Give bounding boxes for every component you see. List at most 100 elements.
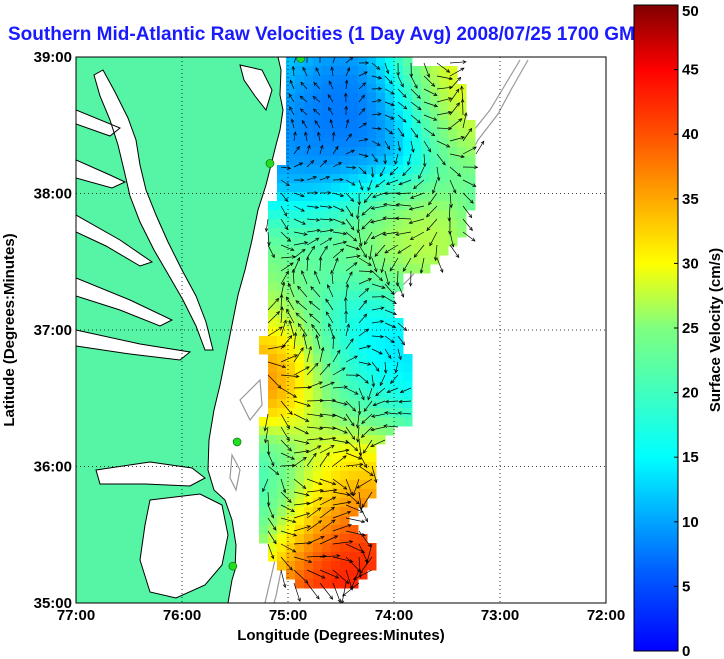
speed-cell	[313, 381, 323, 391]
speed-cell	[268, 309, 278, 319]
velocity-arrow	[267, 491, 270, 506]
velocity-arrow-head	[302, 485, 307, 490]
velocity-arrow-head	[349, 491, 354, 496]
velocity-arrow	[313, 82, 321, 90]
velocity-arrow-head	[311, 245, 315, 250]
velocity-arrow	[371, 413, 386, 417]
velocity-arrow	[306, 582, 320, 600]
velocity-arrow-head	[331, 413, 337, 418]
velocity-arrow	[280, 271, 289, 285]
speed-cell	[439, 147, 449, 157]
velocity-arrow	[306, 453, 317, 467]
velocity-arrow-head	[390, 380, 394, 384]
velocity-arrow	[449, 118, 463, 129]
y-tick-label: 36:00	[34, 459, 72, 476]
speed-cell	[385, 363, 395, 373]
speed-cell	[421, 237, 431, 247]
speed-cell	[358, 57, 368, 67]
speed-cell	[403, 363, 413, 373]
velocity-arrow	[371, 62, 380, 70]
velocity-arrow	[299, 95, 308, 103]
speed-cell	[277, 534, 287, 544]
velocity-arrow	[306, 555, 327, 558]
velocity-arrow-head	[316, 228, 321, 233]
speed-cell	[394, 102, 404, 112]
velocity-arrow-head	[326, 363, 331, 368]
velocity-arrow	[293, 192, 305, 197]
velocity-arrow-head	[359, 186, 364, 191]
velocity-arrow-head	[291, 65, 296, 70]
speed-cell	[349, 75, 359, 85]
speed-cell	[286, 543, 296, 553]
speed-cell	[277, 363, 287, 373]
speed-cell	[403, 192, 413, 202]
speed-cell	[358, 228, 368, 238]
velocity-arrow-head	[355, 246, 361, 251]
colorbar-tick-label: 35	[682, 191, 699, 208]
speed-cell	[394, 219, 404, 229]
speed-cell	[277, 219, 287, 229]
speed-cell	[394, 363, 404, 373]
speed-cell	[277, 462, 287, 472]
velocity-arrow	[397, 270, 399, 286]
velocity-arrow-head	[297, 285, 302, 290]
velocity-arrow	[295, 300, 308, 311]
speed-cell	[430, 66, 440, 76]
speed-cell	[340, 300, 350, 310]
speed-cell	[304, 570, 314, 580]
velocity-arrow-head	[341, 367, 346, 371]
velocity-arrow	[345, 413, 355, 427]
speed-cell	[385, 183, 395, 193]
speed-cell	[331, 345, 341, 355]
velocity-arrow	[423, 127, 435, 136]
speed-cell	[448, 156, 458, 166]
speed-cell	[394, 318, 404, 328]
speed-cell	[340, 435, 350, 445]
velocity-arrow	[382, 231, 399, 235]
velocity-arrow-head	[370, 443, 375, 447]
velocity-arrow-head	[286, 425, 290, 430]
speed-cell	[313, 480, 323, 490]
velocity-arrow-head	[389, 171, 394, 176]
speed-cell	[430, 129, 440, 139]
speed-cell	[331, 75, 341, 85]
speed-cell	[376, 327, 386, 337]
speed-cell	[349, 336, 359, 346]
speed-cell	[259, 498, 269, 508]
velocity-arrow	[293, 332, 297, 350]
speed-cell	[331, 183, 341, 193]
speed-cell	[448, 219, 458, 229]
velocity-arrow-head	[344, 105, 349, 110]
velocity-arrow-head	[450, 243, 455, 248]
speed-cell	[295, 309, 305, 319]
velocity-arrow	[309, 313, 321, 324]
velocity-arrow	[306, 536, 325, 545]
speed-cell	[295, 561, 305, 571]
speed-cell	[358, 381, 368, 391]
velocity-arrow	[293, 249, 306, 259]
speed-cell	[367, 327, 377, 337]
velocity-arrow-head	[347, 500, 352, 505]
colorbar-tick-label: 20	[682, 385, 699, 402]
speed-cell	[313, 192, 323, 202]
velocity-arrow-head	[346, 510, 352, 515]
velocity-arrow	[383, 425, 399, 428]
velocity-arrow-head	[300, 347, 304, 352]
velocity-arrow-head	[348, 133, 352, 138]
velocity-arrow-head	[343, 296, 348, 301]
speed-cell	[358, 534, 368, 544]
velocity-arrow-head	[318, 520, 323, 524]
velocity-arrow-head	[392, 300, 397, 305]
speed-cell	[412, 246, 422, 256]
speed-cell	[394, 273, 404, 283]
speed-cell	[358, 111, 368, 121]
velocity-arrow-head	[414, 134, 419, 139]
velocity-arrow-head	[462, 60, 467, 64]
speed-cell	[277, 444, 287, 454]
velocity-arrow-head	[363, 449, 367, 454]
velocity-arrow	[306, 413, 323, 417]
speed-cell	[295, 390, 305, 400]
velocity-arrow	[285, 296, 295, 311]
speed-cell	[367, 57, 377, 67]
speed-cell	[340, 516, 350, 526]
